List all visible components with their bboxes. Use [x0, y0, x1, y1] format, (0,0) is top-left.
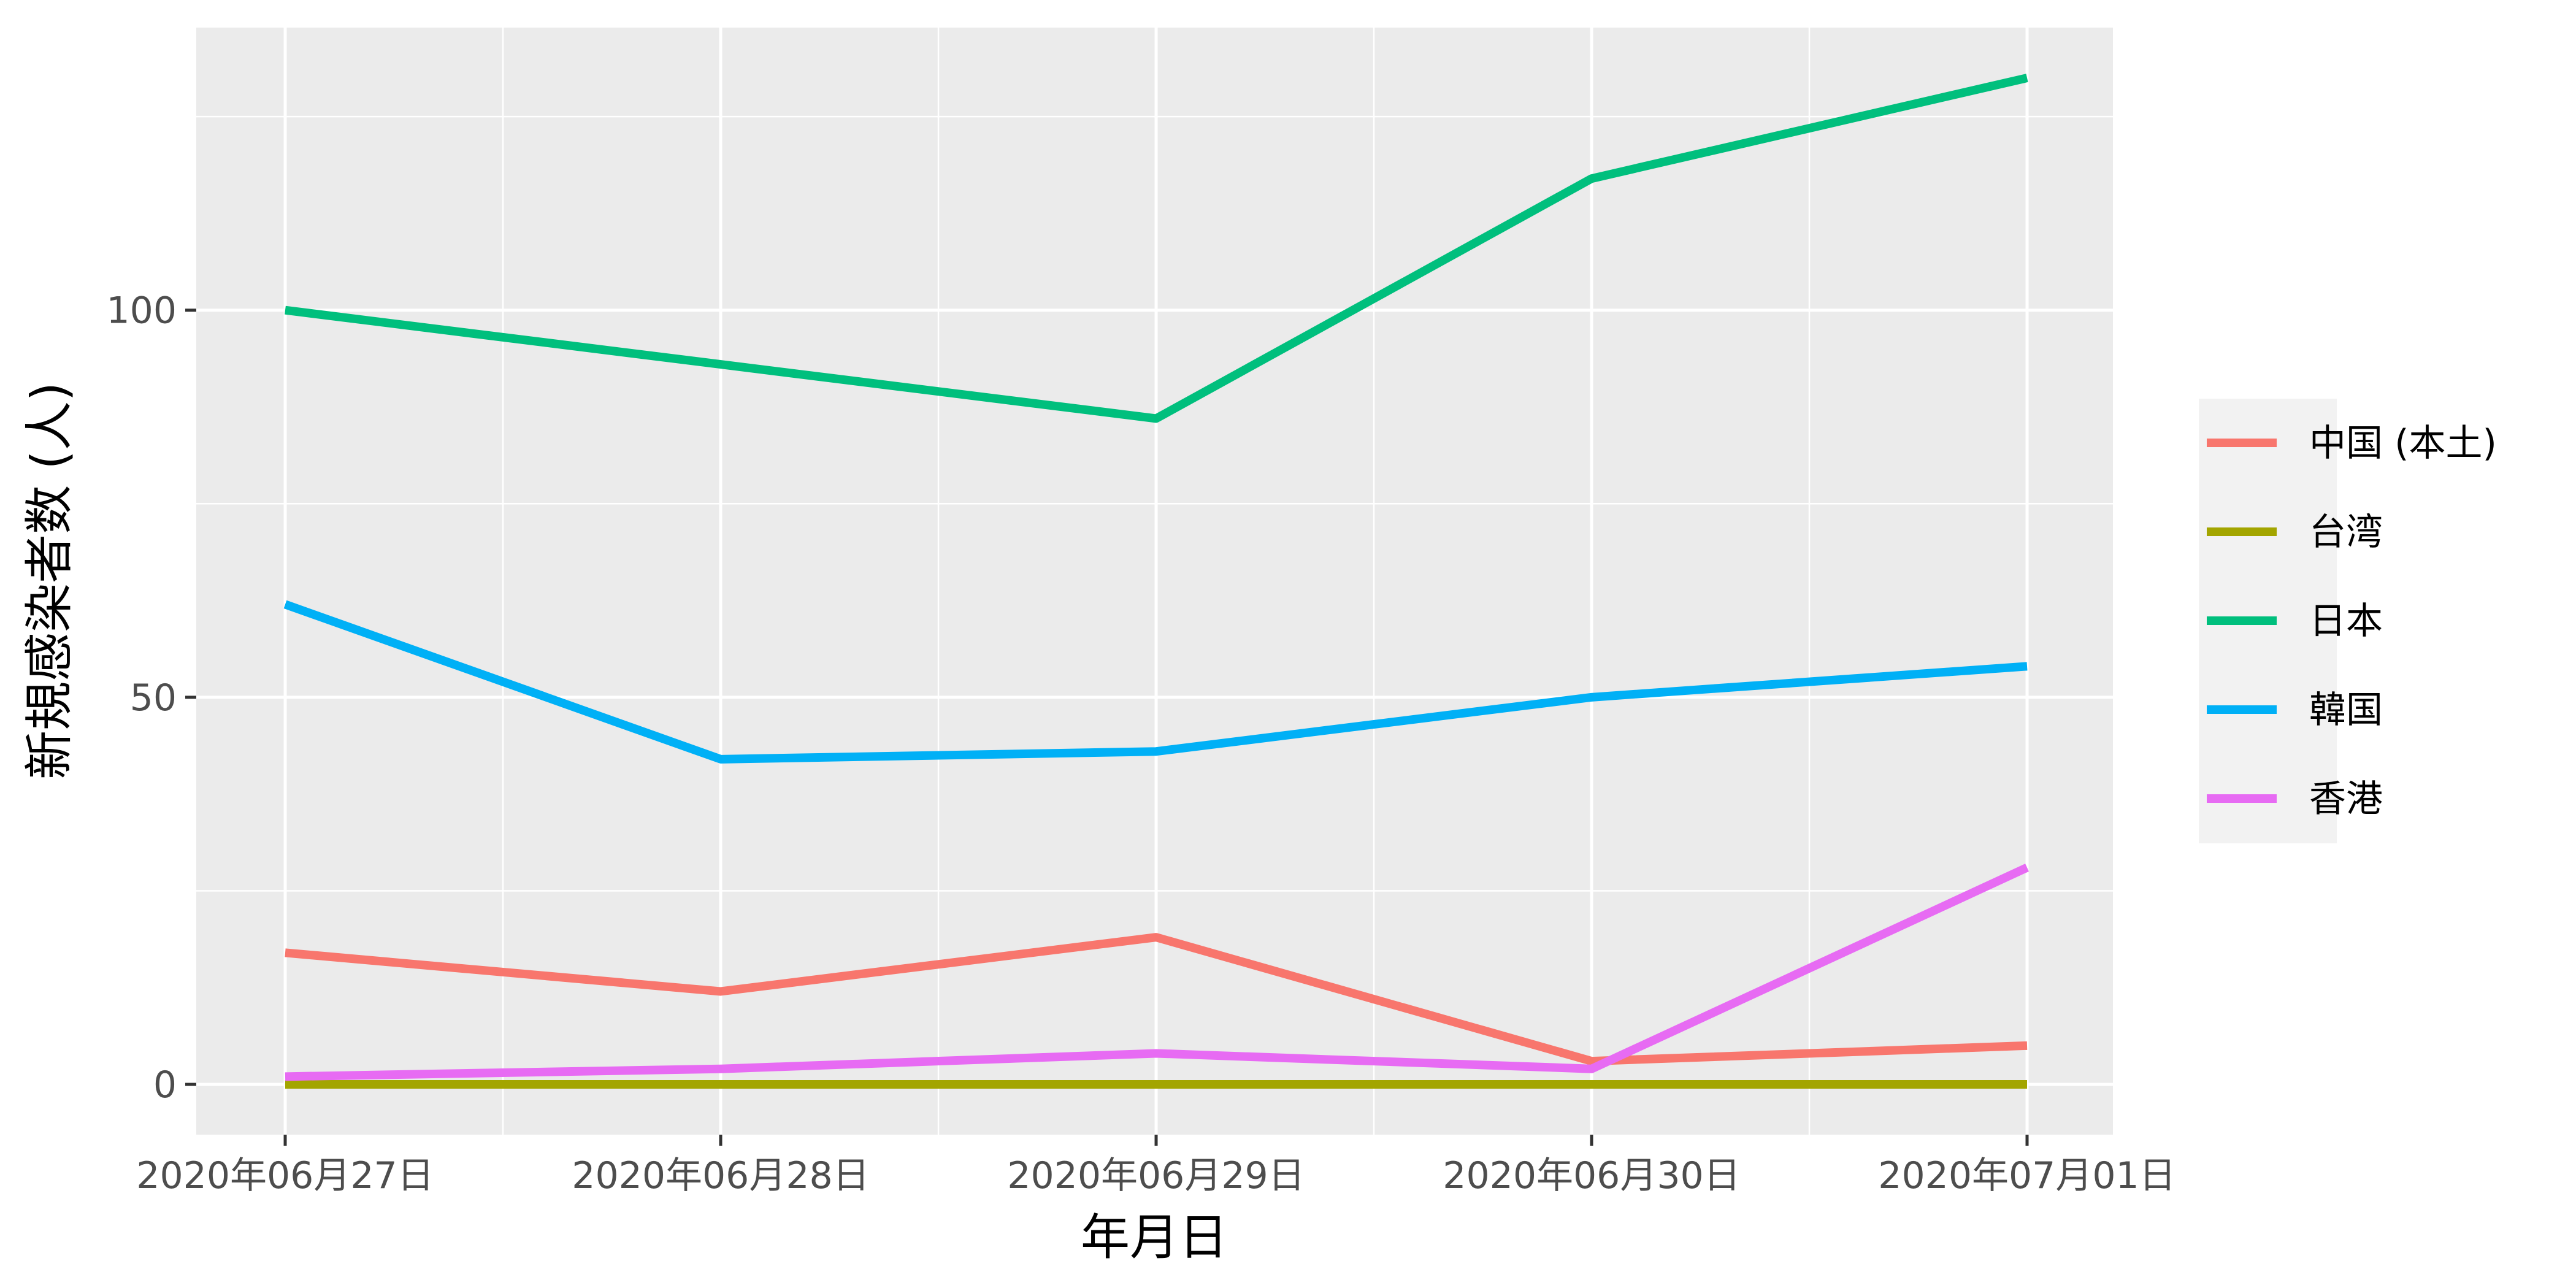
legend-label: 日本	[2309, 600, 2383, 643]
x-axis: 2020年06月27日 2020年06月28日 2020年06月29日 2020年06…	[136, 1135, 2176, 1197]
x-tick-label: 2020年07月01日	[1878, 1154, 2175, 1197]
series-line-2	[285, 74, 2028, 423]
y-tick-label: 100	[106, 289, 177, 332]
y-axis-title: 新規感染者数 (人)	[21, 382, 78, 780]
legend-label: 台湾	[2309, 511, 2383, 554]
x-tick-label: 2020年06月29日	[1007, 1154, 1305, 1197]
x-axis-title: 年月日	[1081, 1209, 1228, 1266]
series-lines	[283, 74, 2029, 1089]
legend-label: 韓国	[2309, 689, 2383, 732]
series-line-3	[283, 600, 2028, 764]
x-tick-label: 2020年06月30日	[1443, 1154, 1740, 1197]
legend-label: 中国 (本土)	[2309, 422, 2497, 465]
series-line-4	[285, 864, 2029, 1081]
series-line-0	[285, 933, 2028, 1066]
x-tick-label: 2020年06月27日	[136, 1154, 434, 1197]
legend-label: 香港	[2309, 778, 2383, 821]
y-tick-label: 50	[130, 677, 177, 719]
y-axis: 0 50 100	[106, 289, 196, 1106]
x-tick-label: 2020年06月28日	[572, 1154, 869, 1197]
y-tick-label: 0	[153, 1064, 177, 1106]
